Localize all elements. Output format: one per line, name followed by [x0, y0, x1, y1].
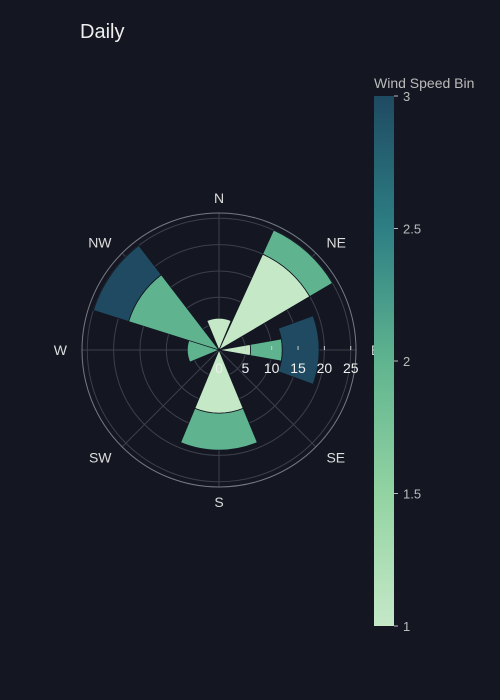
direction-label-w: W: [54, 342, 68, 358]
colorbar-tick-label: 2: [403, 354, 410, 369]
direction-label-ne: NE: [326, 235, 345, 251]
radial-tick-labels: 0 5 10 15 20 25: [215, 346, 359, 376]
bar-e-bin-3: [277, 315, 320, 385]
chart-title: Daily: [80, 21, 124, 43]
colorbar: Wind Speed Bin 1 1.5 2 2.5 3: [374, 75, 474, 634]
colorbar-title: Wind Speed Bin: [374, 75, 474, 91]
angular-gridline: [121, 349, 220, 448]
direction-label-sw: SW: [89, 449, 112, 465]
colorbar-tick-label: 2.5: [403, 222, 421, 237]
colorbar-tick-label: 1.5: [403, 487, 421, 502]
radial-tick-label: 25: [343, 360, 359, 376]
bar-nw-bin-3: [92, 244, 162, 322]
colorbar-ticks: 1 1.5 2 2.5 3: [394, 89, 421, 634]
bar-ne-bin-2: [262, 229, 334, 298]
angular-gridline: [218, 349, 317, 448]
radial-tick-label: 5: [241, 360, 249, 376]
direction-label-n: N: [214, 190, 224, 206]
radial-tick-label: 15: [290, 360, 306, 376]
radial-tick-label: 20: [317, 360, 333, 376]
radial-tick-label: 10: [264, 360, 280, 376]
outer-ring: [81, 212, 357, 488]
bar-n-bin-1: [206, 317, 232, 352]
colorbar-tick-label: 3: [403, 89, 410, 104]
direction-label-s: S: [214, 494, 223, 510]
direction-label-se: SE: [326, 449, 345, 465]
bar-e-bin-2: [249, 338, 283, 362]
colorbar-tick-label: 1: [403, 619, 410, 634]
radial-tick-label: 0: [215, 360, 223, 376]
direction-label-nw: NW: [88, 235, 112, 251]
colorbar-gradient: [374, 96, 394, 626]
bar-s-bin-2: [180, 407, 258, 451]
polar-bars: [92, 229, 334, 451]
